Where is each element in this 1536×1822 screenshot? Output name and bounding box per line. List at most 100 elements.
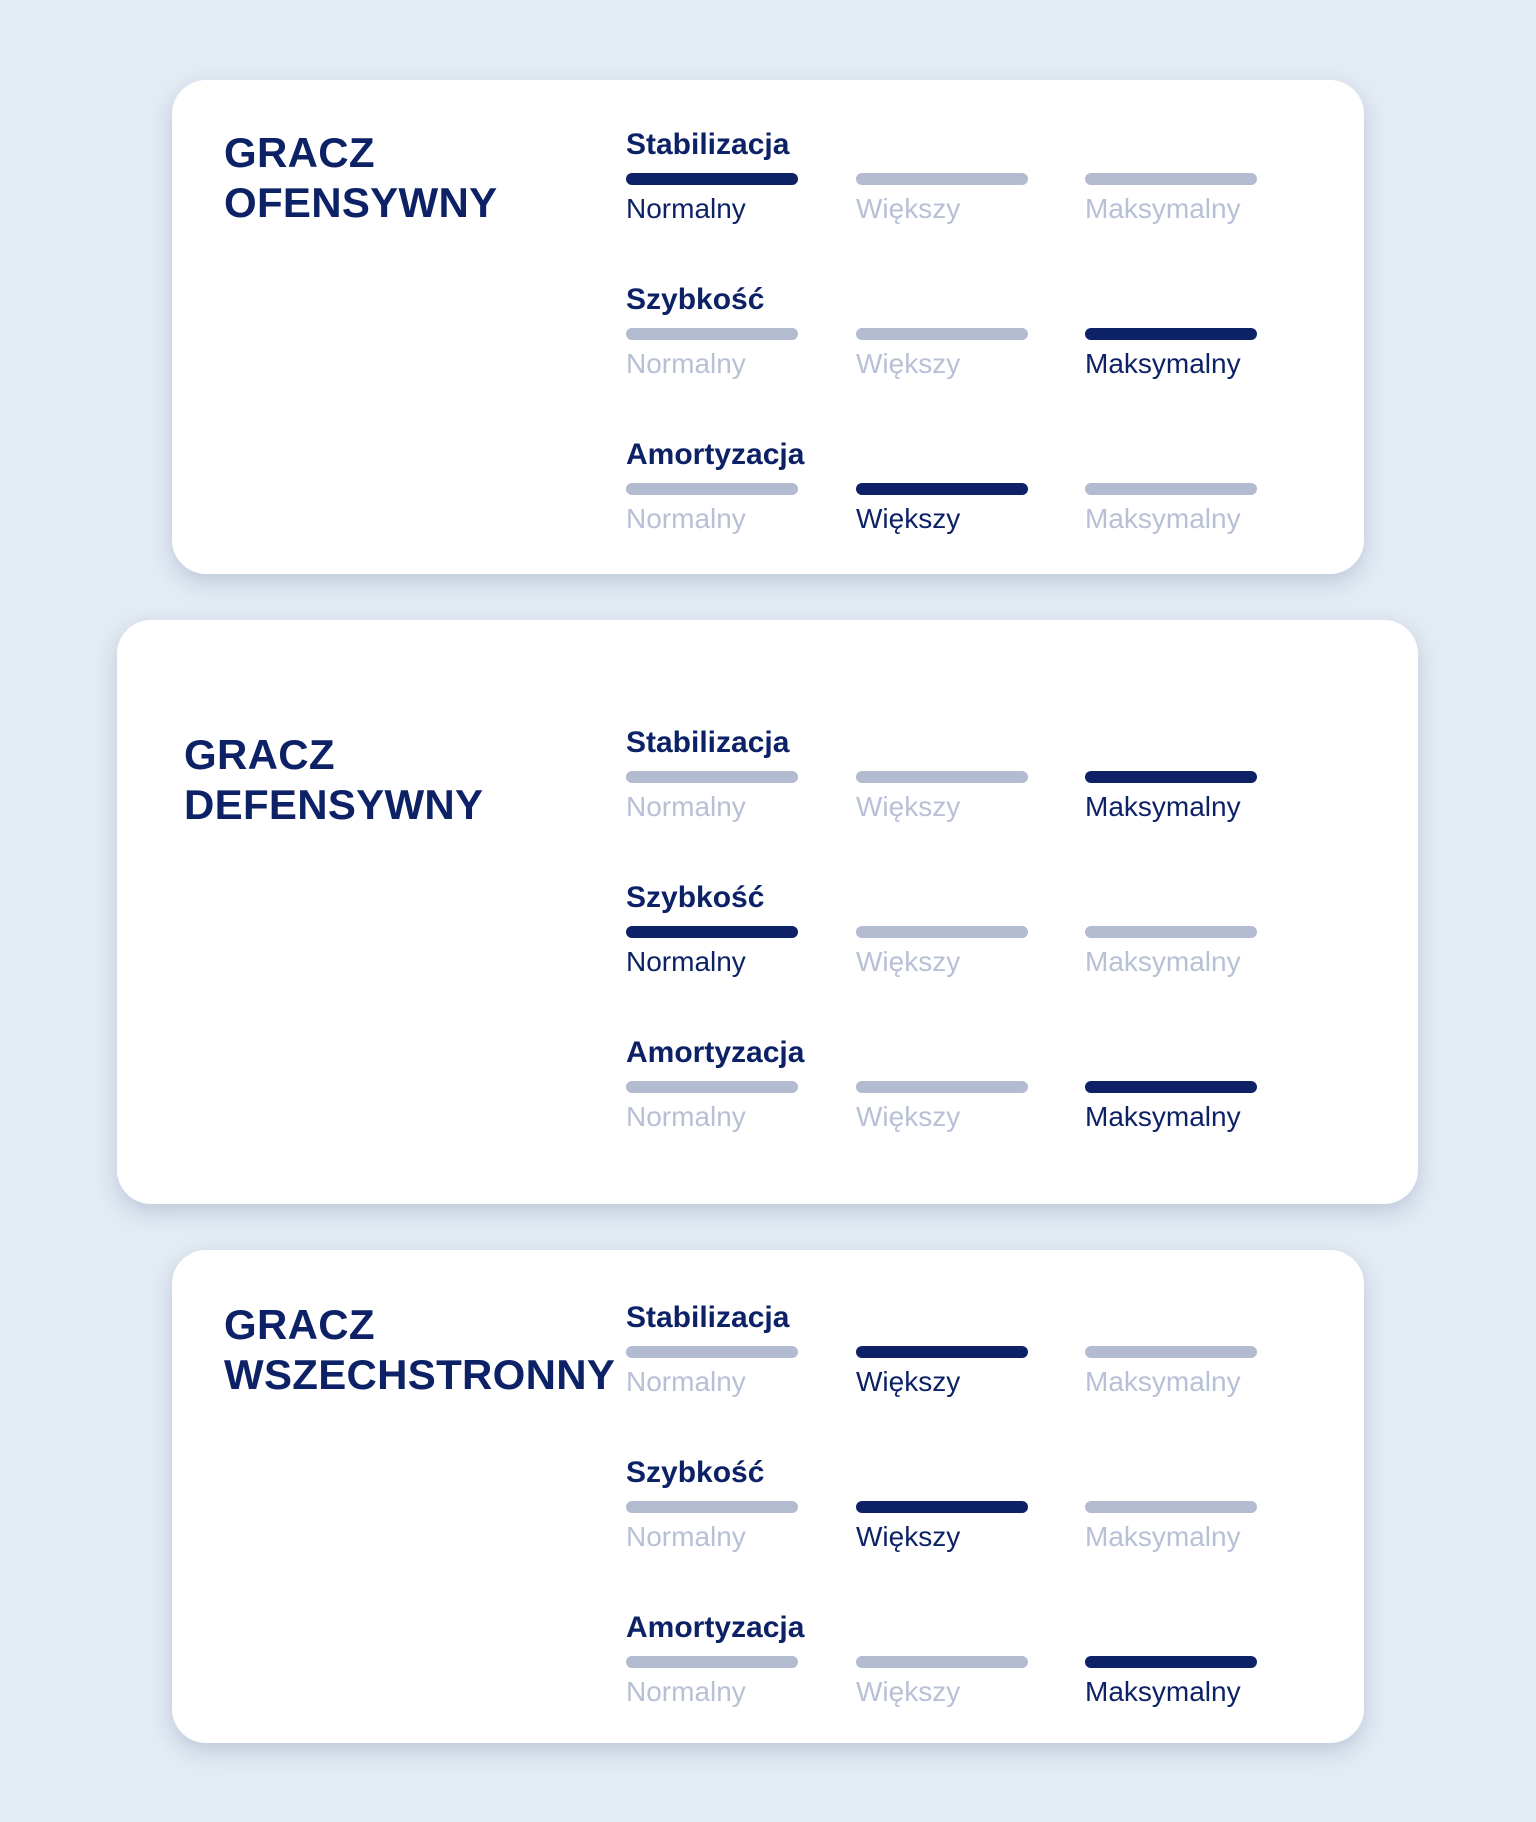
level-option: Większy <box>856 1081 1028 1134</box>
card-title-line: GRACZ <box>184 731 335 778</box>
level-bar <box>1085 173 1257 185</box>
level-option: Normalny <box>626 771 798 824</box>
level-label: Większy <box>856 193 961 224</box>
level-label: Normalny <box>626 1366 746 1397</box>
level-label: Większy <box>856 503 961 534</box>
level-bar <box>1085 1346 1257 1358</box>
level-label: Maksymalny <box>1085 791 1241 822</box>
level-option: Większy <box>856 1501 1028 1554</box>
attribute-row: Szybkość Normalny Większy Maksymalny <box>626 1455 1257 1610</box>
level-bar <box>626 771 798 783</box>
level-option: Większy <box>856 1656 1028 1709</box>
attribute-row: Szybkość Normalny Większy Maksymalny <box>626 282 1257 437</box>
level-label: Normalny <box>626 1676 746 1707</box>
level-option: Większy <box>856 1346 1028 1399</box>
level-bar <box>856 1346 1028 1358</box>
level-bar <box>856 926 1028 938</box>
card-title-line: WSZECHSTRONNY <box>224 1351 616 1398</box>
level-label: Większy <box>856 1101 961 1132</box>
level-option: Normalny <box>626 1501 798 1554</box>
level-option: Maksymalny <box>1085 1346 1257 1399</box>
level-bar <box>626 1501 798 1513</box>
level-option: Maksymalny <box>1085 926 1257 979</box>
level-option: Maksymalny <box>1085 328 1257 381</box>
level-bar <box>626 328 798 340</box>
level-bar <box>1085 771 1257 783</box>
attribute-label: Szybkość <box>626 283 765 316</box>
player-card: GRACZ WSZECHSTRONNY Stabilizacja Normalny Wi… <box>172 1250 1364 1743</box>
level-bar <box>1085 1501 1257 1513</box>
level-option: Większy <box>856 483 1028 536</box>
card-title: GRACZ OFENSYWNY <box>224 128 497 228</box>
level-option: Normalny <box>626 1081 798 1134</box>
attribute-row: Szybkość Normalny Większy Maksymalny <box>626 880 1257 1035</box>
player-card: GRACZ DEFENSYWNY Stabilizacja Normalny Więks… <box>117 620 1418 1204</box>
level-bar <box>856 1081 1028 1093</box>
attribute-row: Amortyzacja Normalny Większy Maksymalny <box>626 1035 1257 1190</box>
level-bar <box>856 328 1028 340</box>
level-label: Normalny <box>626 1521 746 1552</box>
attribute-label: Stabilizacja <box>626 1301 790 1334</box>
level-option: Maksymalny <box>1085 483 1257 536</box>
level-label: Normalny <box>626 946 746 977</box>
level-option: Większy <box>856 926 1028 979</box>
level-bar <box>856 483 1028 495</box>
level-bar <box>856 173 1028 185</box>
attribute-label: Amortyzacja <box>626 1611 805 1644</box>
card-title-line: OFENSYWNY <box>224 179 498 226</box>
level-label: Większy <box>856 1676 961 1707</box>
attribute-row: Stabilizacja Normalny Większy Maksymalny <box>626 725 1257 880</box>
level-bar <box>626 1081 798 1093</box>
level-option: Maksymalny <box>1085 1081 1257 1134</box>
level-option: Normalny <box>626 1346 798 1399</box>
level-bar <box>626 1656 798 1668</box>
card-title-line: GRACZ <box>224 1301 375 1348</box>
level-label: Normalny <box>626 503 746 534</box>
attribute-rows: Stabilizacja Normalny Większy Maksymalny Szy… <box>626 127 1257 592</box>
level-bar <box>856 771 1028 783</box>
level-bar <box>626 173 798 185</box>
attribute-row: Stabilizacja Normalny Większy Maksymalny <box>626 1300 1257 1455</box>
level-option: Maksymalny <box>1085 1656 1257 1709</box>
attribute-label: Amortyzacja <box>626 1036 805 1069</box>
level-label: Normalny <box>626 193 746 224</box>
attribute-rows: Stabilizacja Normalny Większy Maksymalny Szy… <box>626 1300 1257 1765</box>
attribute-row: Amortyzacja Normalny Większy Maksymalny <box>626 1610 1257 1765</box>
level-label: Maksymalny <box>1085 946 1241 977</box>
level-option: Normalny <box>626 483 798 536</box>
level-bar <box>856 1501 1028 1513</box>
level-label: Maksymalny <box>1085 348 1241 379</box>
level-option: Maksymalny <box>1085 771 1257 824</box>
level-label: Normalny <box>626 791 746 822</box>
attribute-row: Amortyzacja Normalny Większy Maksymalny <box>626 437 1257 592</box>
level-label: Normalny <box>626 348 746 379</box>
level-bar <box>1085 926 1257 938</box>
level-option: Normalny <box>626 328 798 381</box>
level-label: Maksymalny <box>1085 1366 1241 1397</box>
level-option: Normalny <box>626 173 798 226</box>
level-label: Maksymalny <box>1085 1521 1241 1552</box>
level-label: Maksymalny <box>1085 1101 1241 1132</box>
level-bar <box>1085 483 1257 495</box>
player-card: GRACZ OFENSYWNY Stabilizacja Normalny Większ… <box>172 80 1364 574</box>
level-option: Większy <box>856 173 1028 226</box>
card-title-line: GRACZ <box>224 129 375 176</box>
level-label: Większy <box>856 791 961 822</box>
level-option: Większy <box>856 771 1028 824</box>
level-bar <box>856 1656 1028 1668</box>
card-title: GRACZ WSZECHSTRONNY <box>224 1300 615 1400</box>
level-label: Większy <box>856 946 961 977</box>
level-label: Maksymalny <box>1085 193 1241 224</box>
level-bar <box>626 483 798 495</box>
attribute-label: Szybkość <box>626 1456 765 1489</box>
level-bar <box>1085 328 1257 340</box>
attribute-label: Szybkość <box>626 881 765 914</box>
level-option: Większy <box>856 328 1028 381</box>
attribute-label: Stabilizacja <box>626 128 790 161</box>
attribute-rows: Stabilizacja Normalny Większy Maksymalny Szy… <box>626 725 1257 1190</box>
level-label: Maksymalny <box>1085 503 1241 534</box>
level-option: Maksymalny <box>1085 173 1257 226</box>
card-title: GRACZ DEFENSYWNY <box>184 730 483 830</box>
level-option: Normalny <box>626 1656 798 1709</box>
level-bar <box>1085 1081 1257 1093</box>
